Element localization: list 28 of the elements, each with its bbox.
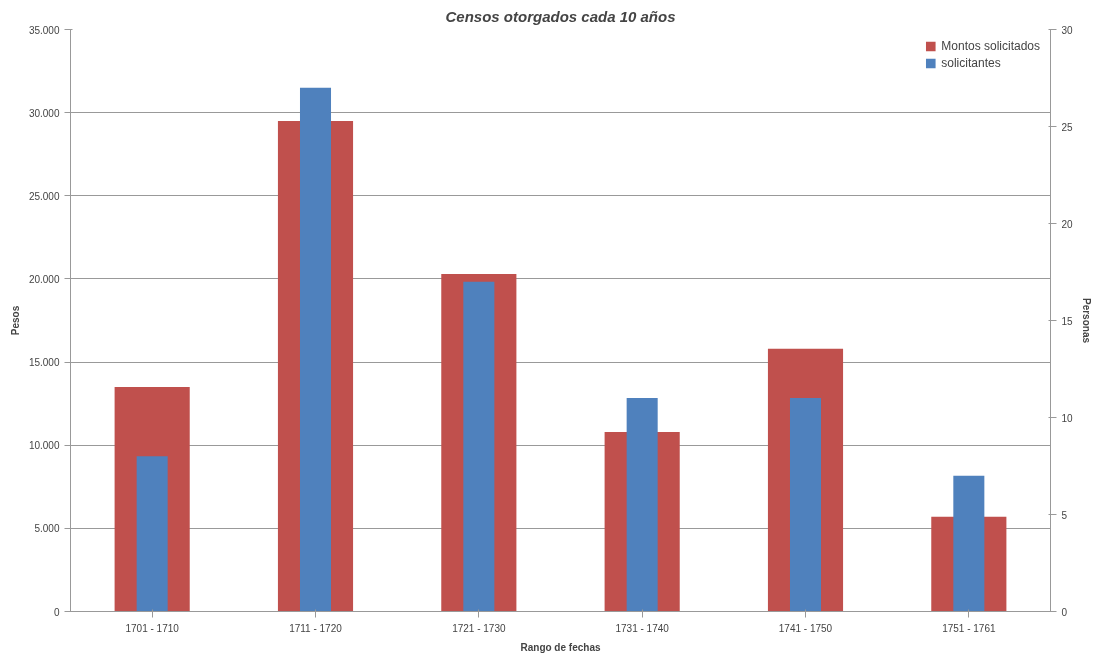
y-tick-label: 30.000 xyxy=(28,107,60,119)
y2-tick-label: 25 xyxy=(1061,121,1074,133)
chart-title: Censos otorgados cada 10 años xyxy=(445,7,676,25)
x-tick-label: 1751 - 1761 xyxy=(942,622,996,634)
bar xyxy=(136,456,168,612)
legend-label: Montos solicitados xyxy=(941,39,1040,53)
x-tick-label: 1701 - 1710 xyxy=(125,622,180,634)
legend-label: solicitantes xyxy=(941,56,1001,70)
x-axis-title: Rango de fechas xyxy=(520,641,601,653)
y-tick-label: 5.000 xyxy=(34,523,60,535)
y2-tick-label: 30 xyxy=(1061,24,1074,36)
y2-axis-title: Personas xyxy=(1080,297,1092,344)
y-tick-label: 25.000 xyxy=(28,190,60,202)
x-tick-label: 1721 - 1730 xyxy=(452,622,506,634)
y-tick-label: 0 xyxy=(53,606,60,618)
y2-tick-label: 15 xyxy=(1061,315,1074,327)
y-tick-label: 10.000 xyxy=(28,440,60,452)
y2-tick-label: 10 xyxy=(1061,412,1074,424)
y-axis-title: Pesos xyxy=(9,305,21,336)
y-tick-label: 20.000 xyxy=(28,273,60,285)
x-tick-label: 1741 - 1750 xyxy=(778,622,833,634)
y-tick-label: 15.000 xyxy=(28,357,60,369)
y2-tick-label: 5 xyxy=(1061,509,1068,521)
y2-tick-label: 0 xyxy=(1061,606,1068,618)
y-tick-label: 35.000 xyxy=(28,24,60,36)
x-tick-label: 1731 - 1740 xyxy=(615,622,670,634)
y2-tick-label: 20 xyxy=(1061,218,1074,230)
x-tick-label: 1711 - 1720 xyxy=(289,622,343,634)
